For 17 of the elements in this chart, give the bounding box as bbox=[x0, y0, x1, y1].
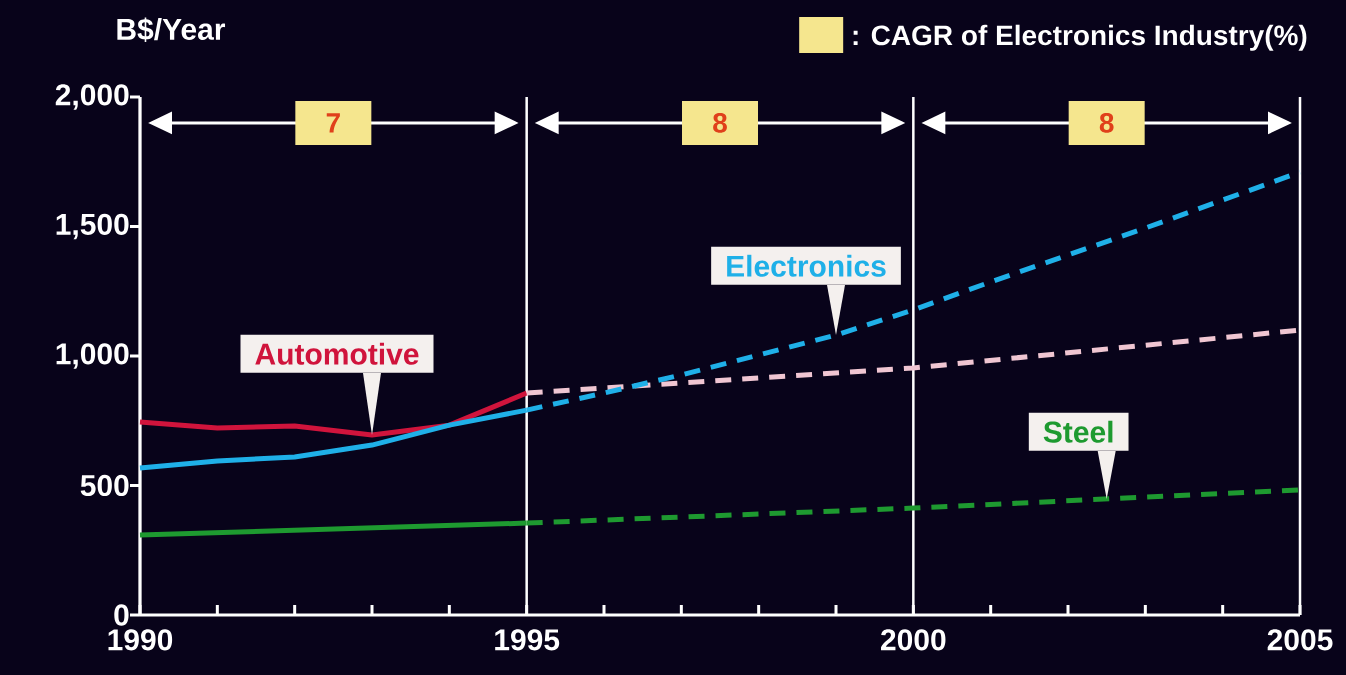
series-label: Electronics bbox=[727, 254, 886, 277]
y-tick-label: 1,000 bbox=[56, 343, 129, 369]
annotation: 7 bbox=[326, 113, 340, 133]
annotation: 8 bbox=[1099, 112, 1114, 133]
y-tick-label: 1,500 bbox=[56, 213, 129, 240]
y-tick-label: 0 bbox=[114, 604, 129, 626]
series-label: Steel bbox=[1043, 420, 1113, 443]
y-axis-title: B$/Year bbox=[117, 17, 226, 42]
y-tick-label: 500 bbox=[80, 474, 129, 497]
text: : CAGR of Electronics Industry(%) bbox=[853, 24, 1307, 51]
y-tick-label: 2,000 bbox=[55, 84, 129, 110]
x-tick-label: 1995 bbox=[495, 629, 560, 651]
x-tick-label: 2005 bbox=[1267, 629, 1333, 651]
annotation: 8 bbox=[713, 112, 727, 133]
x-tick-label: 1990 bbox=[108, 629, 173, 651]
text: Automotive bbox=[255, 342, 419, 365]
x-tick-label: 2000 bbox=[881, 629, 946, 651]
